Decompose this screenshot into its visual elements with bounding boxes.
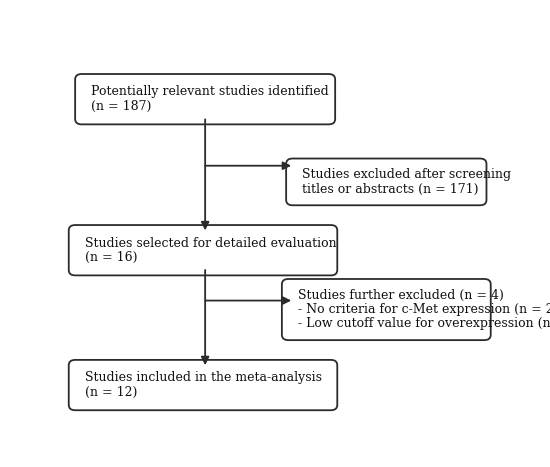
- FancyBboxPatch shape: [286, 158, 486, 205]
- Text: (n = 187): (n = 187): [91, 100, 151, 113]
- FancyBboxPatch shape: [282, 279, 491, 340]
- Text: Studies further excluded (n = 4): Studies further excluded (n = 4): [298, 289, 503, 302]
- Text: titles or abstracts (n = 171): titles or abstracts (n = 171): [302, 183, 478, 196]
- Text: (n = 12): (n = 12): [85, 386, 137, 399]
- FancyBboxPatch shape: [69, 360, 337, 410]
- Text: - No criteria for c-Met expression (n = 2): - No criteria for c-Met expression (n = …: [298, 303, 550, 316]
- Text: - Low cutoff value for overexpression (n = 2): - Low cutoff value for overexpression (n…: [298, 318, 550, 331]
- FancyBboxPatch shape: [75, 74, 335, 124]
- Text: Studies selected for detailed evaluation: Studies selected for detailed evaluation: [85, 236, 336, 249]
- Text: Studies included in the meta-analysis: Studies included in the meta-analysis: [85, 371, 322, 384]
- Text: Potentially relevant studies identified: Potentially relevant studies identified: [91, 85, 329, 99]
- Text: Studies excluded after screening: Studies excluded after screening: [302, 168, 511, 181]
- Text: (n = 16): (n = 16): [85, 251, 137, 264]
- FancyBboxPatch shape: [69, 225, 337, 276]
